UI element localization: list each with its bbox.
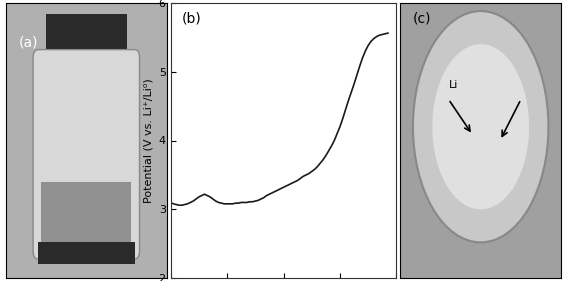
Circle shape [432, 44, 529, 209]
Text: (c): (c) [413, 11, 431, 25]
Text: (b): (b) [182, 11, 202, 25]
FancyBboxPatch shape [33, 50, 139, 259]
Circle shape [413, 11, 548, 243]
Text: Li: Li [448, 80, 458, 90]
Text: (a): (a) [19, 36, 38, 50]
Bar [41, 182, 132, 251]
Bar [38, 243, 135, 264]
Y-axis label: Potential (V vs. Li⁺/Li⁰): Potential (V vs. Li⁺/Li⁰) [143, 78, 153, 203]
Bar [46, 14, 126, 64]
